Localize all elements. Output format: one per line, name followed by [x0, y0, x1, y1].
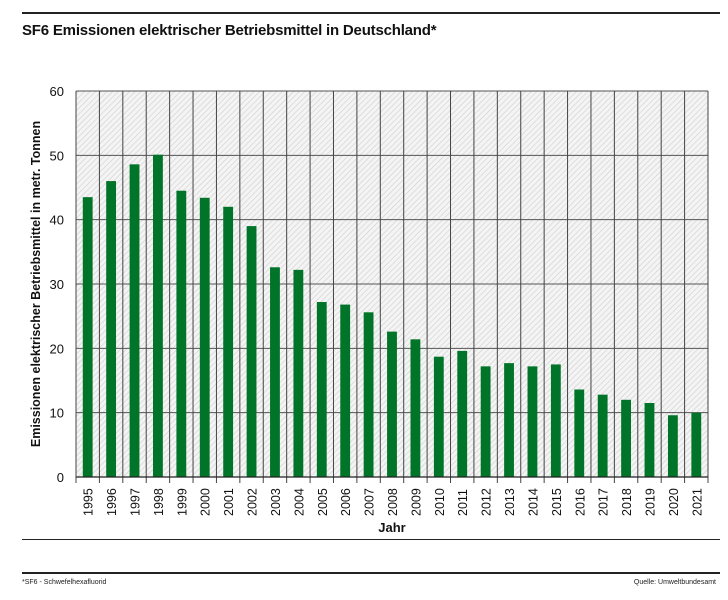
- bar-1996: [106, 181, 117, 478]
- bar-2007: [363, 312, 374, 477]
- bar-1998: [153, 154, 163, 477]
- footer-rule: [22, 572, 720, 574]
- x-tick-label: 2012: [480, 488, 494, 516]
- x-tick-label: 2017: [597, 488, 611, 516]
- y-tick-label: 40: [50, 213, 64, 228]
- bar-2009: [410, 339, 421, 477]
- bar-2005: [316, 302, 327, 477]
- chart-title: SF6 Emissionen elektrischer Betriebsmitt…: [22, 22, 437, 39]
- bar-2002: [246, 226, 257, 477]
- x-tick-label: 2018: [620, 488, 634, 516]
- bar-2006: [340, 304, 351, 477]
- y-tick-label: 0: [57, 470, 64, 485]
- x-tick-label: 2019: [643, 488, 657, 516]
- bar-1995: [82, 197, 93, 477]
- bar-2019: [644, 403, 655, 477]
- bar-2003: [270, 267, 280, 477]
- x-tick-label: 2005: [316, 488, 330, 516]
- bar-2013: [504, 363, 514, 477]
- bar-1997: [129, 164, 140, 477]
- bar-2021: [691, 412, 702, 477]
- x-tick-label: 2006: [339, 488, 353, 516]
- bar-2014: [527, 366, 538, 477]
- x-tick-label: 2020: [667, 488, 681, 516]
- x-tick-label: 1999: [175, 488, 189, 516]
- bar-2004: [293, 269, 304, 477]
- x-tick-label: 2016: [573, 488, 587, 516]
- x-tick-label: 2014: [526, 488, 540, 516]
- x-tick-label: 2000: [199, 488, 213, 516]
- y-tick-label: 10: [50, 406, 64, 421]
- x-tick-label: 2001: [222, 488, 236, 516]
- bar-2017: [597, 394, 608, 477]
- x-tick-label: 1995: [82, 488, 96, 516]
- y-tick-label: 20: [50, 341, 64, 356]
- x-tick-label: 2013: [503, 488, 517, 516]
- bottom-rule: [22, 539, 720, 540]
- bar-2001: [223, 206, 234, 478]
- x-tick-label: 2009: [409, 488, 423, 516]
- bar-chart: 0 10 20 30 40 50 60 1995 1996 1997 1998 1999 2000 200…: [29, 84, 709, 535]
- x-tick-label: 2015: [550, 488, 564, 516]
- bar-2018: [621, 399, 631, 477]
- y-axis-label: Emissionen elektrischer Betriebsmittel i…: [29, 121, 43, 447]
- bar-2008: [387, 331, 397, 477]
- x-tick-label: 2010: [433, 488, 447, 516]
- x-tick-label: 2007: [363, 488, 377, 516]
- bar-1999: [176, 190, 187, 477]
- x-tick-label: 2003: [269, 488, 283, 516]
- x-tick-label: 2021: [690, 488, 704, 516]
- bar-2000: [199, 197, 210, 477]
- source-note: Quelle: Umweltbundesamt: [633, 579, 716, 586]
- x-tick-label: 2008: [386, 488, 400, 516]
- footnote: *SF6 - Schwefelhexafluorid: [22, 579, 107, 586]
- bar-2012: [480, 366, 491, 477]
- bar-2011: [457, 350, 468, 477]
- x-tick-label: 2004: [292, 488, 306, 516]
- x-tick-label: 2011: [456, 489, 470, 516]
- x-tick-label: 1998: [152, 488, 166, 516]
- bar-2015: [550, 364, 561, 477]
- x-tick-label: 1997: [129, 488, 143, 516]
- y-tick-label: 60: [50, 84, 64, 99]
- y-tick-label: 30: [50, 277, 64, 292]
- x-axis-label: Jahr: [378, 520, 405, 535]
- bar-2010: [433, 356, 444, 477]
- top-rule: [22, 12, 720, 14]
- bar-2020: [667, 415, 678, 477]
- x-tick-label: 1996: [105, 488, 119, 516]
- x-tick-label: 2002: [246, 488, 260, 516]
- bar-2016: [574, 389, 585, 477]
- y-tick-label: 50: [50, 148, 64, 163]
